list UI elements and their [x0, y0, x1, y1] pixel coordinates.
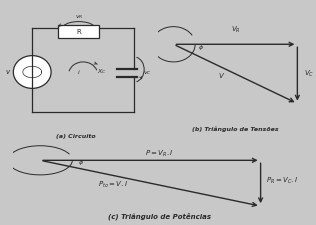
Bar [58, 25, 99, 38]
Text: $v_C$: $v_C$ [143, 69, 151, 77]
Text: $P=V_R.I$: $P=V_R.I$ [145, 148, 174, 159]
Text: $X_C$: $X_C$ [97, 68, 107, 76]
Text: i: i [78, 70, 80, 74]
Text: $v_R$: $v_R$ [75, 13, 83, 20]
Text: $P_R=V_C.I$: $P_R=V_C.I$ [266, 176, 298, 186]
Text: (b) Triângulo de Tensões: (b) Triângulo de Tensões [192, 127, 279, 133]
Circle shape [13, 56, 51, 88]
Text: $\phi$: $\phi$ [78, 158, 83, 167]
Text: v: v [5, 69, 9, 75]
Text: R: R [76, 29, 81, 35]
Text: $V_C$: $V_C$ [304, 69, 314, 79]
Text: (c) Triângulo de Potências: (c) Triângulo de Potências [108, 213, 211, 220]
Text: (a) Circuito: (a) Circuito [56, 134, 96, 139]
Text: V: V [218, 73, 223, 79]
Text: $V_R$: $V_R$ [231, 25, 240, 36]
Text: $P_{to}=V.I$: $P_{to}=V.I$ [98, 180, 128, 190]
Text: $\phi$: $\phi$ [198, 43, 204, 52]
